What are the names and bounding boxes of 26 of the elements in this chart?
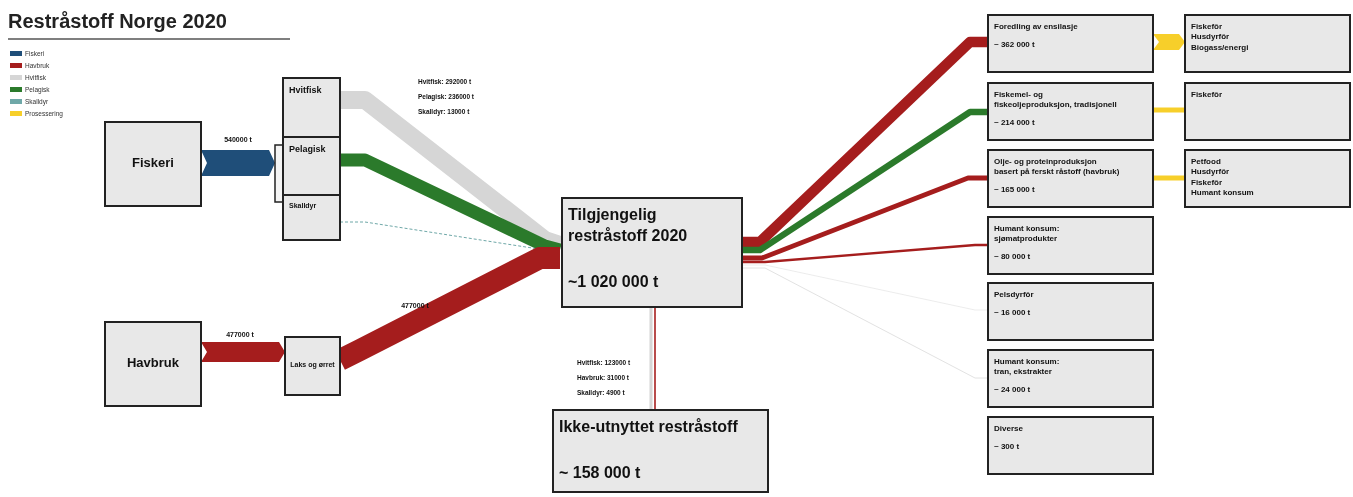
category-label: Hvitfisk bbox=[289, 85, 323, 95]
category-label: Petfood Husdyrfôr Fiskefôr Humant konsum bbox=[1191, 157, 1254, 198]
category-label: Ikke-utnyttet restråstoff bbox=[559, 418, 739, 435]
category-label: Fiskefôr Husdyrfôr Biogass/energi bbox=[1191, 22, 1249, 52]
category-label: Fiskeri bbox=[132, 154, 174, 170]
data-label: ~1 020 000 t bbox=[568, 273, 659, 291]
category-label: Foredling av ensilasje bbox=[994, 22, 1079, 31]
data-label: ~ 300 t bbox=[994, 441, 1020, 451]
category-label: Havbruk bbox=[126, 354, 180, 370]
data-label: ~ 214 000 t bbox=[994, 118, 1036, 127]
category-label: Fiskemel- og fiskeoljeproduksjon, tradisjonell bbox=[994, 90, 1117, 110]
category-label: Olje- og proteinproduksjon basert på ferskt råstoff (havbruk) bbox=[994, 157, 1120, 177]
category-label: Fiskefôr bbox=[1191, 90, 1223, 99]
data-label: ~ 362 000 t bbox=[994, 39, 1036, 49]
category-label: Pelsdyrfôr bbox=[994, 290, 1034, 299]
category-label: Humant konsum: sjømatprodukter bbox=[994, 224, 1060, 244]
data-label: ~ 24 000 t bbox=[994, 385, 1031, 394]
data-label: ~ 165 000 t bbox=[994, 185, 1036, 194]
text: Restråstoff Norge 2020 bbox=[8, 10, 227, 32]
data-label: ~ 16 000 t bbox=[994, 307, 1031, 317]
category-label: Diverse bbox=[994, 424, 1024, 433]
data-label: ~ 158 000 t bbox=[559, 464, 642, 482]
data-label: ~ 80 000 t bbox=[994, 252, 1031, 261]
category-label: Pelagisk bbox=[289, 144, 327, 154]
category-label: Tilgjengelig restråstoff 2020 bbox=[568, 206, 688, 244]
category-label: Humant konsum: tran, ekstrakter bbox=[994, 357, 1060, 377]
